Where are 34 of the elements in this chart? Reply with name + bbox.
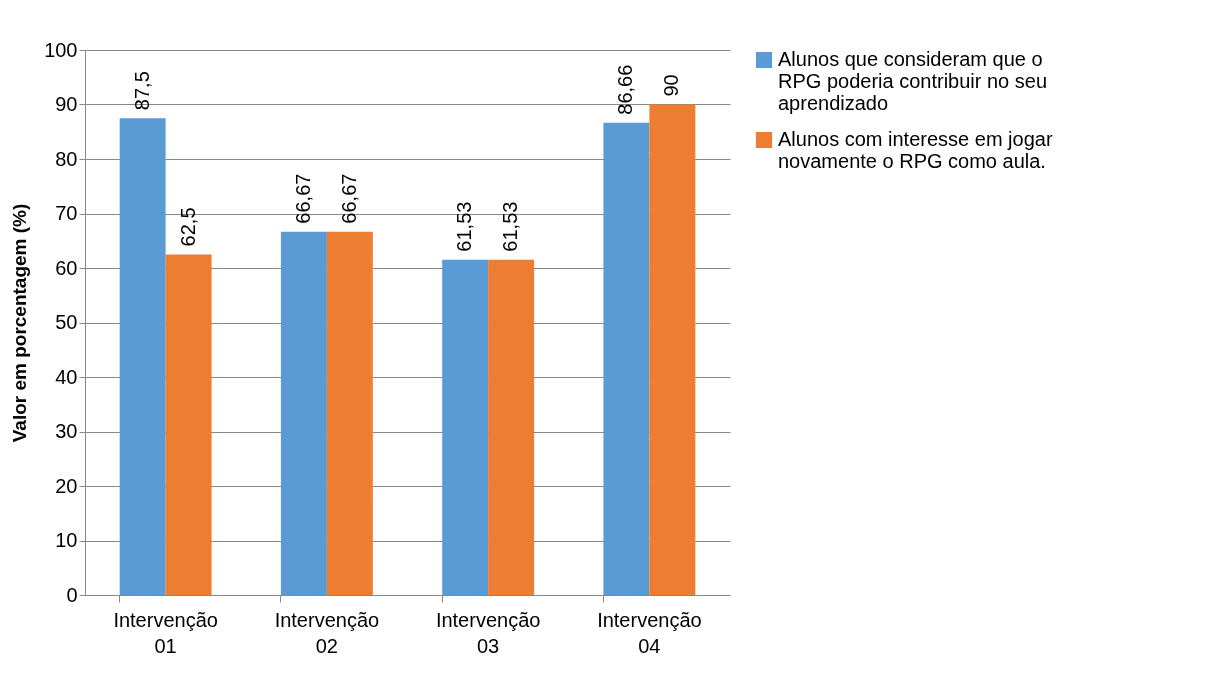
y-tick-label: 50 — [55, 311, 78, 333]
y-tick-label: 10 — [55, 529, 78, 551]
y-tick-label: 20 — [55, 474, 78, 497]
data-label: 66,67 — [337, 173, 360, 224]
data-label: 61,53 — [499, 201, 522, 252]
bar — [326, 231, 373, 595]
bar — [442, 259, 489, 595]
data-label: 90 — [660, 74, 683, 97]
legend-label: Alunos com interesse em jogar novamente o RPG como aula. — [778, 128, 1053, 172]
x-tick-label: Intervenção 02 — [274, 608, 380, 657]
bar — [280, 231, 327, 595]
y-tick-label: 80 — [55, 147, 78, 170]
data-label: 62,5 — [176, 207, 199, 247]
y-tick-label: 70 — [55, 202, 78, 224]
data-label: 66,67 — [291, 173, 314, 224]
bar — [119, 118, 166, 595]
x-tick-label: Intervenção 03 — [435, 608, 541, 657]
y-axis-title: Valor em porcentagem (%) — [9, 203, 31, 443]
legend-label: Alunos que consideram que o RPG poderia contribuir no seu aprendizado — [778, 48, 1048, 114]
data-label: 86,66 — [614, 64, 637, 115]
y-tick-label: 40 — [55, 365, 78, 388]
y-tick-label: 90 — [55, 93, 78, 115]
x-tick-label: Intervenção 01 — [113, 608, 218, 657]
y-tick-label: 0 — [66, 583, 78, 606]
y-tick-label: 60 — [55, 256, 78, 279]
y-tick-label: 100 — [44, 38, 78, 61]
bar — [649, 104, 696, 595]
bar — [603, 122, 650, 595]
y-tick-label: 30 — [55, 420, 78, 442]
x-tick-label: Intervenção 04 — [597, 608, 702, 657]
data-label: 61,53 — [453, 201, 476, 252]
bar — [488, 259, 535, 595]
bar — [165, 254, 212, 595]
data-label: 87,5 — [130, 71, 153, 111]
